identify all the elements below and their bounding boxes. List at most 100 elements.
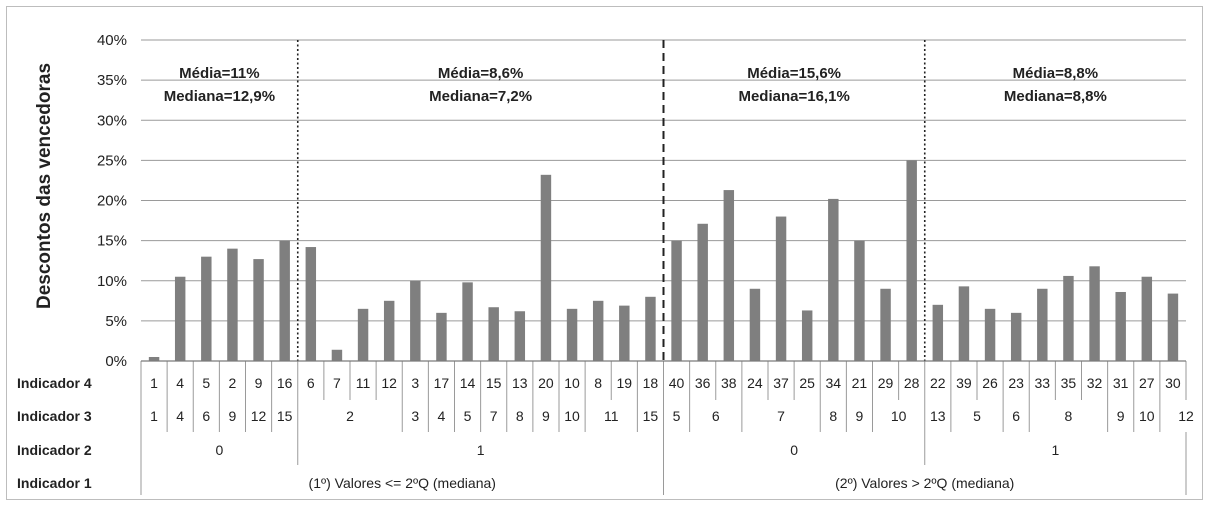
indicador4-label: 24: [747, 375, 763, 391]
y-tick-label: 25%: [97, 152, 127, 169]
indicador4-label: 20: [538, 375, 554, 391]
indicador1-label: (2º) Valores > 2ºQ (mediana): [835, 475, 1014, 491]
y-axis-label: Descontos das vencedoras: [34, 63, 55, 309]
chart-frame: [6, 6, 1203, 500]
indicador4-label: 29: [878, 375, 894, 391]
indicador2-label: 0: [215, 442, 223, 458]
indicador4-label: 37: [773, 375, 789, 391]
indicador4-label: 40: [669, 375, 685, 391]
indicador3-label: 11: [604, 408, 619, 424]
bar: [749, 288, 761, 361]
indicador2-label: 0: [790, 442, 798, 458]
bar: [592, 300, 604, 361]
indicador4-label: 28: [904, 375, 920, 391]
indicador2-label: 1: [1051, 442, 1059, 458]
indicador3-label: 6: [202, 408, 210, 424]
indicador4-label: 7: [333, 375, 341, 391]
indicador3-label: 13: [930, 408, 946, 424]
indicador4-label: 27: [1139, 375, 1155, 391]
bar: [854, 240, 865, 361]
indicador3-label: 8: [516, 408, 524, 424]
bar: [148, 356, 160, 361]
bar: [828, 198, 839, 361]
row-label: Indicador 2: [17, 442, 92, 458]
indicador3-label: 15: [277, 408, 293, 424]
annotation-mean: Média=8,8%: [1013, 65, 1098, 82]
indicador3-label: 9: [1117, 408, 1125, 424]
bar: [984, 308, 996, 361]
bar: [671, 240, 682, 361]
bar: [540, 174, 552, 361]
bar: [906, 160, 917, 361]
annotation-mean: Média=15,6%: [747, 65, 841, 82]
annotation-mean: Média=11%: [179, 65, 259, 82]
indicador4-label: 16: [277, 375, 293, 391]
indicador4-label: 36: [695, 375, 711, 391]
bar: [697, 223, 708, 361]
bar: [514, 311, 526, 361]
indicador3-label: 3: [411, 408, 419, 424]
indicador4-label: 21: [852, 375, 868, 391]
indicador3-label: 12: [251, 408, 267, 424]
indicador3-label: 15: [643, 408, 659, 424]
y-tick-label: 30%: [97, 112, 127, 129]
indicador4-label: 23: [1008, 375, 1024, 391]
y-tick-label: 10%: [97, 273, 127, 290]
bar: [174, 276, 186, 361]
bar: [227, 248, 238, 361]
indicador3-label: 8: [1065, 408, 1073, 424]
bar: [645, 296, 656, 361]
bar: [1010, 312, 1022, 361]
indicador4-label: 33: [1035, 375, 1051, 391]
row-label: Indicador 4: [17, 375, 92, 391]
indicador4-label: 1: [150, 375, 158, 391]
bar: [462, 282, 473, 361]
annotation-median: Mediana=7,2%: [429, 88, 532, 105]
bar: [1115, 291, 1126, 361]
annotation-median: Mediana=16,1%: [738, 88, 849, 105]
row-label: Indicador 3: [17, 408, 92, 424]
indicador4-label: 25: [799, 375, 815, 391]
bar: [357, 308, 369, 361]
bar: [383, 300, 395, 361]
y-tick-label: 0%: [105, 353, 127, 370]
bar: [880, 288, 891, 361]
indicador4-label: 34: [826, 375, 842, 391]
indicador4-label: 14: [460, 375, 476, 391]
indicador3-label: 12: [1178, 408, 1194, 424]
indicador3-label: 5: [673, 408, 681, 424]
indicador4-label: 3: [411, 375, 419, 391]
bar: [775, 216, 787, 361]
indicador4-label: 35: [1061, 375, 1077, 391]
indicador3-label: 8: [829, 408, 837, 424]
bar: [410, 280, 421, 361]
indicador4-label: 8: [594, 375, 602, 391]
bars: [148, 160, 1179, 361]
bar: [566, 308, 578, 361]
indicador3-label: 1: [150, 408, 158, 424]
indicador4-label: 15: [486, 375, 502, 391]
indicador3-label: 6: [712, 408, 720, 424]
indicador3-label: 10: [1139, 408, 1155, 424]
indicador2-label: 1: [477, 442, 485, 458]
indicador3-label: 10: [891, 408, 907, 424]
bar: [1089, 266, 1100, 361]
indicador4-label: 18: [643, 375, 659, 391]
y-tick-label: 35%: [97, 72, 127, 89]
y-tick-label: 20%: [97, 193, 127, 210]
annotation-median: Mediana=12,9%: [164, 88, 275, 105]
annotation-median: Mediana=8,8%: [1004, 88, 1107, 105]
indicador4-label: 19: [617, 375, 633, 391]
group-dividers: [296, 40, 926, 361]
indicador3-label: 9: [856, 408, 864, 424]
indicador4-label: 17: [434, 375, 450, 391]
bar: [1167, 293, 1179, 361]
y-tick-label: 40%: [97, 32, 127, 49]
category-table: Indicador 4 Indicador 3 Indicador 2 Indicad…: [17, 361, 1194, 495]
indicador3-label: 5: [464, 408, 472, 424]
indicador3-label: 5: [973, 408, 981, 424]
indicador4-label: 2: [229, 375, 237, 391]
indicador3-label: 4: [176, 408, 184, 424]
indicador3-label: 9: [542, 408, 550, 424]
indicador3-label: 6: [1012, 408, 1020, 424]
